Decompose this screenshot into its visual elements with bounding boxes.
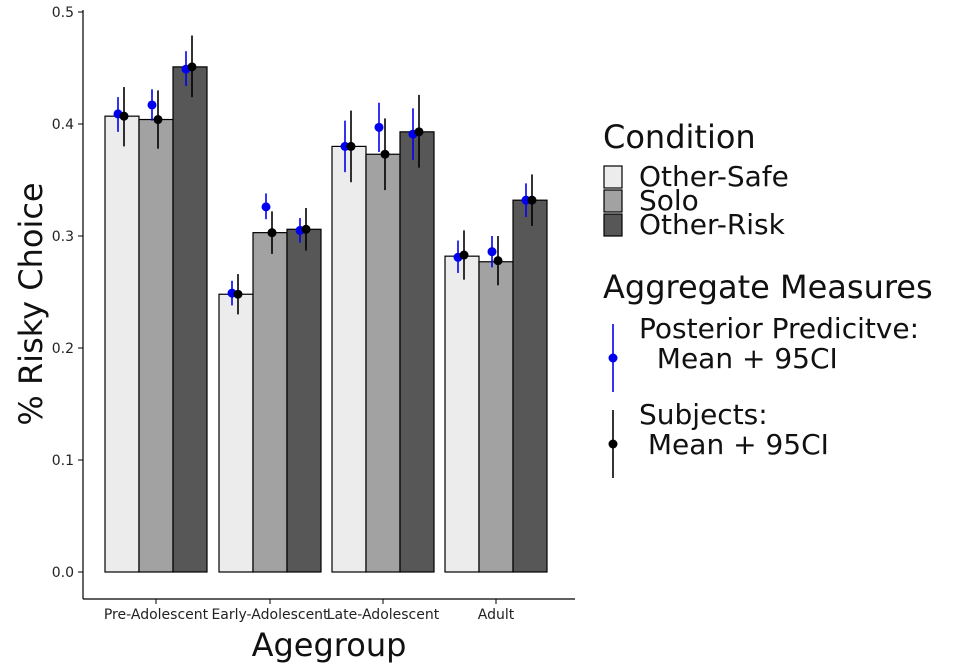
- bar: [286, 228, 322, 573]
- tick-labels-layer: 0.0 0.1 0.2 0.3 0.4 0.5 Pre-Adolescent Early-Ad…: [52, 5, 515, 623]
- x-tick-label: Early-Adolescent: [211, 607, 329, 623]
- bar: [365, 153, 401, 573]
- y-tick-label: 0.1: [52, 453, 74, 469]
- bars-layer: [104, 66, 548, 573]
- mean-point: [493, 256, 503, 266]
- mean-point: [261, 202, 271, 212]
- legend-title-aggregate: Aggregate Measures: [603, 268, 933, 306]
- legend-label: Posterior Predicitve:: [639, 312, 919, 345]
- y-tick-label: 0.4: [52, 117, 74, 133]
- legend-label: Subjects:: [639, 398, 768, 431]
- mean-point: [119, 111, 129, 121]
- mean-point: [527, 195, 537, 205]
- legend-swatch: [603, 165, 623, 189]
- mean-point: [153, 115, 163, 125]
- mean-point: [346, 141, 356, 151]
- bar: [478, 261, 514, 573]
- legend-label-line2: Mean + 95CI: [639, 342, 838, 375]
- mean-point: [374, 122, 384, 132]
- bar: [399, 131, 435, 573]
- bar: [104, 115, 140, 573]
- y-tick-label: 0.0: [52, 565, 74, 581]
- bar: [138, 118, 174, 573]
- mean-point: [301, 224, 311, 234]
- y-tick-label: 0.3: [52, 229, 74, 245]
- y-axis-title: % Risky Choice: [12, 182, 50, 425]
- mean-point: [267, 228, 277, 238]
- legend-point-key: [608, 439, 618, 449]
- bar: [512, 199, 548, 573]
- bar: [331, 145, 367, 573]
- error-bars-layer: [113, 35, 537, 315]
- legend-label-line2: Mean + 95CI: [639, 428, 829, 461]
- bar: [172, 66, 208, 573]
- mean-point: [487, 247, 497, 257]
- legend-point-key: [608, 353, 618, 363]
- legend-title-condition: Condition: [603, 118, 756, 156]
- legend-label: Other-Risk: [639, 208, 786, 241]
- legend-swatch: [603, 189, 623, 213]
- y-tick-label: 0.2: [52, 341, 74, 357]
- x-tick-label: Pre-Adolescent: [104, 607, 209, 623]
- mean-point: [380, 149, 390, 159]
- mean-point: [147, 100, 157, 110]
- legend-swatch: [603, 213, 623, 237]
- bar: [444, 255, 480, 573]
- mean-point: [233, 289, 243, 299]
- y-tick-label: 0.5: [52, 5, 74, 21]
- legend-label: Solo: [639, 184, 699, 217]
- x-tick-label: Late-Adolescent: [327, 607, 440, 623]
- bar: [218, 293, 254, 573]
- mean-point: [187, 62, 197, 72]
- mean-point: [414, 127, 424, 137]
- mean-point: [459, 250, 469, 260]
- x-axis-title: Agegroup: [252, 626, 407, 664]
- legend-label: Other-Safe: [639, 160, 789, 193]
- bar: [252, 232, 288, 573]
- plot-axes: [82, 10, 575, 600]
- x-tick-label: Adult: [478, 607, 515, 623]
